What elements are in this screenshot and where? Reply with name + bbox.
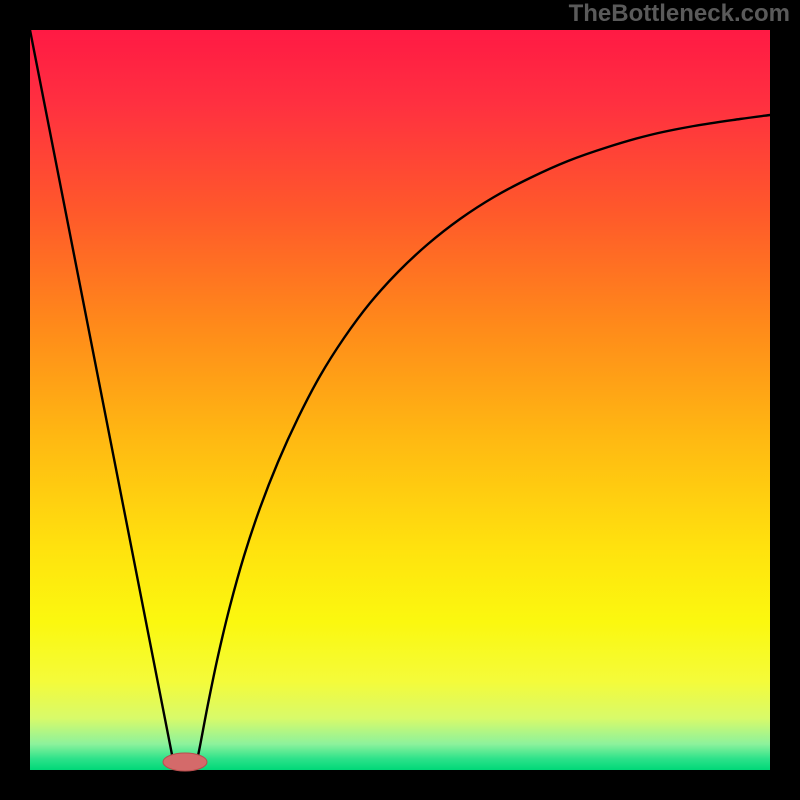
bottleneck-marker	[163, 753, 207, 771]
plot-background	[30, 30, 770, 770]
watermark-text: TheBottleneck.com	[569, 0, 790, 28]
bottleneck-chart	[0, 0, 800, 800]
chart-container: TheBottleneck.com	[0, 0, 800, 800]
